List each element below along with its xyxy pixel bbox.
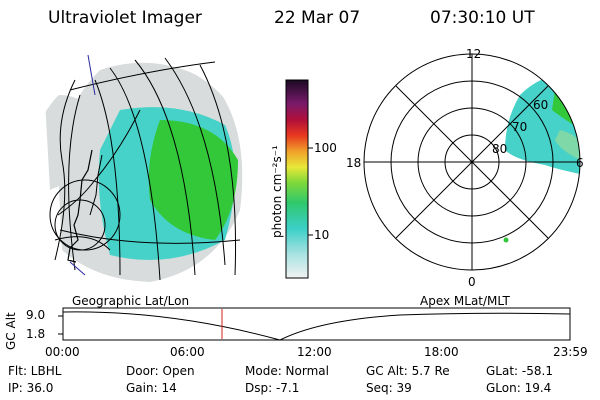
mlt-6-label: 6 [576, 156, 584, 170]
colorbar-label: photon cm⁻²s⁻¹ [270, 145, 284, 238]
altitude-xtick-0: 00:00 [45, 345, 80, 359]
mlat-60-label: 60 [533, 98, 549, 112]
status-gcalt: GC Alt: 5.7 Re [366, 364, 450, 378]
colorbar-tick-10: 10 [314, 228, 330, 242]
mlt-0-label: 0 [468, 275, 476, 289]
geographic-label: Geographic Lat/Lon [72, 294, 190, 308]
mlt-12-label: 12 [466, 47, 482, 61]
apex-label: Apex MLat/MLT [420, 294, 510, 308]
status-glat: GLat: -58.1 [486, 364, 553, 378]
altitude-ytick-1.8: 1.8 [26, 327, 46, 341]
altitude-ytick-9: 9.0 [26, 308, 46, 322]
status-flt: Flt: LBHL [8, 364, 62, 378]
status-gain: Gain: 14 [126, 381, 177, 395]
geographic-image [28, 54, 252, 284]
polar-plot [363, 53, 581, 271]
altitude-xtick-2: 12:00 [297, 345, 332, 359]
instrument-title: Ultraviolet Imager [48, 8, 202, 28]
mlat-80-label: 80 [492, 142, 508, 156]
colorbar-tick-100: 100 [314, 141, 337, 155]
status-mode: Mode: Normal [245, 364, 329, 378]
altitude-xtick-4: 23:59 [553, 345, 588, 359]
altitude-xtick-3: 18:00 [424, 345, 459, 359]
status-ip: IP: 36.0 [8, 381, 54, 395]
status-seq: Seq: 39 [366, 381, 412, 395]
altitude-ylabel: GC Alt [4, 312, 18, 350]
status-door: Door: Open [126, 364, 195, 378]
date-label: 22 Mar 07 [274, 8, 361, 28]
time-label: 07:30:10 UT [430, 8, 535, 28]
status-glon: GLon: 19.4 [486, 381, 552, 395]
colorbar [285, 79, 309, 279]
mlat-70-label: 70 [512, 120, 528, 134]
altitude-xtick-1: 06:00 [170, 345, 205, 359]
altitude-plot [58, 307, 571, 341]
status-dsp: Dsp: -7.1 [245, 381, 300, 395]
mlt-18-label: 18 [346, 156, 362, 170]
